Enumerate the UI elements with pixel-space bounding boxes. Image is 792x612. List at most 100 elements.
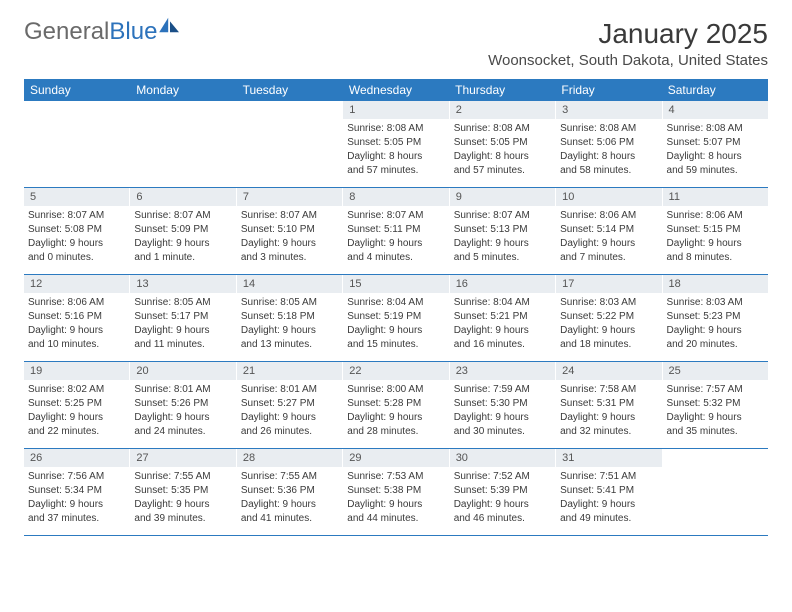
day-cell: 13Sunrise: 8:05 AMSunset: 5:17 PMDayligh…: [130, 275, 236, 361]
daylight2-text: and 10 minutes.: [28, 338, 125, 351]
daylight1-text: Daylight: 9 hours: [560, 324, 657, 337]
daylight2-text: and 30 minutes.: [454, 425, 551, 438]
sunrise-text: Sunrise: 8:08 AM: [454, 122, 551, 135]
sunset-text: Sunset: 5:06 PM: [560, 136, 657, 149]
daylight2-text: and 57 minutes.: [347, 164, 444, 177]
day-cell: 7Sunrise: 8:07 AMSunset: 5:10 PMDaylight…: [237, 188, 343, 274]
sunset-text: Sunset: 5:41 PM: [560, 484, 657, 497]
date-number: 4: [663, 101, 768, 119]
daylight1-text: Daylight: 9 hours: [454, 237, 551, 250]
daylight2-text: and 11 minutes.: [134, 338, 231, 351]
sunrise-text: Sunrise: 8:08 AM: [347, 122, 444, 135]
day-cell: 18Sunrise: 8:03 AMSunset: 5:23 PMDayligh…: [663, 275, 768, 361]
sunset-text: Sunset: 5:26 PM: [134, 397, 231, 410]
sail-icon: [159, 16, 181, 34]
sunset-text: Sunset: 5:31 PM: [560, 397, 657, 410]
sunrise-text: Sunrise: 8:03 AM: [667, 296, 764, 309]
date-number: 14: [237, 275, 342, 293]
day-cell: 31Sunrise: 7:51 AMSunset: 5:41 PMDayligh…: [556, 449, 662, 535]
sunset-text: Sunset: 5:07 PM: [667, 136, 764, 149]
day-cell: 14Sunrise: 8:05 AMSunset: 5:18 PMDayligh…: [237, 275, 343, 361]
sunset-text: Sunset: 5:21 PM: [454, 310, 551, 323]
sunrise-text: Sunrise: 7:56 AM: [28, 470, 125, 483]
date-number: 8: [343, 188, 448, 206]
daylight2-text: and 15 minutes.: [347, 338, 444, 351]
date-number: 6: [130, 188, 235, 206]
sunrise-text: Sunrise: 8:07 AM: [347, 209, 444, 222]
daylight2-text: and 28 minutes.: [347, 425, 444, 438]
sunset-text: Sunset: 5:09 PM: [134, 223, 231, 236]
daylight2-text: and 49 minutes.: [560, 512, 657, 525]
day-cell: 22Sunrise: 8:00 AMSunset: 5:28 PMDayligh…: [343, 362, 449, 448]
day-cell: 25Sunrise: 7:57 AMSunset: 5:32 PMDayligh…: [663, 362, 768, 448]
sunset-text: Sunset: 5:34 PM: [28, 484, 125, 497]
date-number: 27: [130, 449, 235, 467]
sunset-text: Sunset: 5:30 PM: [454, 397, 551, 410]
daylight1-text: Daylight: 8 hours: [560, 150, 657, 163]
date-number: 22: [343, 362, 448, 380]
sunrise-text: Sunrise: 8:08 AM: [560, 122, 657, 135]
day-cell: 2Sunrise: 8:08 AMSunset: 5:05 PMDaylight…: [450, 101, 556, 187]
sunset-text: Sunset: 5:32 PM: [667, 397, 764, 410]
sunset-text: Sunset: 5:05 PM: [454, 136, 551, 149]
dow-mon: Monday: [130, 79, 236, 101]
sunrise-text: Sunrise: 8:07 AM: [454, 209, 551, 222]
daylight1-text: Daylight: 9 hours: [241, 411, 338, 424]
sunset-text: Sunset: 5:15 PM: [667, 223, 764, 236]
week-row: 26Sunrise: 7:56 AMSunset: 5:34 PMDayligh…: [24, 449, 768, 536]
day-cell: 30Sunrise: 7:52 AMSunset: 5:39 PMDayligh…: [450, 449, 556, 535]
date-number: 21: [237, 362, 342, 380]
daylight2-text: and 1 minute.: [134, 251, 231, 264]
daylight1-text: Daylight: 8 hours: [667, 150, 764, 163]
dow-tue: Tuesday: [237, 79, 343, 101]
day-cell: 1Sunrise: 8:08 AMSunset: 5:05 PMDaylight…: [343, 101, 449, 187]
daylight1-text: Daylight: 9 hours: [667, 411, 764, 424]
date-number: 17: [556, 275, 661, 293]
sunset-text: Sunset: 5:17 PM: [134, 310, 231, 323]
day-cell: 5Sunrise: 8:07 AMSunset: 5:08 PMDaylight…: [24, 188, 130, 274]
sunrise-text: Sunrise: 8:06 AM: [667, 209, 764, 222]
sunrise-text: Sunrise: 8:06 AM: [560, 209, 657, 222]
daylight1-text: Daylight: 9 hours: [28, 498, 125, 511]
brand-part1: General: [24, 18, 109, 46]
sunset-text: Sunset: 5:28 PM: [347, 397, 444, 410]
week-row: 19Sunrise: 8:02 AMSunset: 5:25 PMDayligh…: [24, 362, 768, 449]
day-cell: 29Sunrise: 7:53 AMSunset: 5:38 PMDayligh…: [343, 449, 449, 535]
day-cell: 21Sunrise: 8:01 AMSunset: 5:27 PMDayligh…: [237, 362, 343, 448]
sunrise-text: Sunrise: 8:07 AM: [241, 209, 338, 222]
sunrise-text: Sunrise: 7:55 AM: [134, 470, 231, 483]
daylight1-text: Daylight: 9 hours: [134, 498, 231, 511]
sunrise-text: Sunrise: 8:05 AM: [241, 296, 338, 309]
date-number: 19: [24, 362, 129, 380]
daylight2-text: and 26 minutes.: [241, 425, 338, 438]
date-number: 12: [24, 275, 129, 293]
daylight1-text: Daylight: 9 hours: [28, 411, 125, 424]
date-number: 3: [556, 101, 661, 119]
dow-wed: Wednesday: [343, 79, 449, 101]
daylight1-text: Daylight: 9 hours: [454, 324, 551, 337]
sunset-text: Sunset: 5:23 PM: [667, 310, 764, 323]
day-cell: 24Sunrise: 7:58 AMSunset: 5:31 PMDayligh…: [556, 362, 662, 448]
daylight1-text: Daylight: 9 hours: [241, 237, 338, 250]
daylight2-text: and 3 minutes.: [241, 251, 338, 264]
sunset-text: Sunset: 5:38 PM: [347, 484, 444, 497]
date-number: 26: [24, 449, 129, 467]
sunset-text: Sunset: 5:14 PM: [560, 223, 657, 236]
daylight1-text: Daylight: 9 hours: [241, 324, 338, 337]
daylight1-text: Daylight: 9 hours: [667, 237, 764, 250]
daylight1-text: Daylight: 9 hours: [347, 411, 444, 424]
daylight1-text: Daylight: 9 hours: [347, 324, 444, 337]
sunrise-text: Sunrise: 8:06 AM: [28, 296, 125, 309]
week-row: 5Sunrise: 8:07 AMSunset: 5:08 PMDaylight…: [24, 188, 768, 275]
sunrise-text: Sunrise: 7:55 AM: [241, 470, 338, 483]
daylight1-text: Daylight: 9 hours: [560, 411, 657, 424]
sunrise-text: Sunrise: 8:05 AM: [134, 296, 231, 309]
sunrise-text: Sunrise: 7:51 AM: [560, 470, 657, 483]
dow-sun: Sunday: [24, 79, 130, 101]
sunrise-text: Sunrise: 7:52 AM: [454, 470, 551, 483]
day-cell: 17Sunrise: 8:03 AMSunset: 5:22 PMDayligh…: [556, 275, 662, 361]
date-number: 7: [237, 188, 342, 206]
date-number: 29: [343, 449, 448, 467]
daylight2-text: and 8 minutes.: [667, 251, 764, 264]
daylight1-text: Daylight: 9 hours: [347, 237, 444, 250]
